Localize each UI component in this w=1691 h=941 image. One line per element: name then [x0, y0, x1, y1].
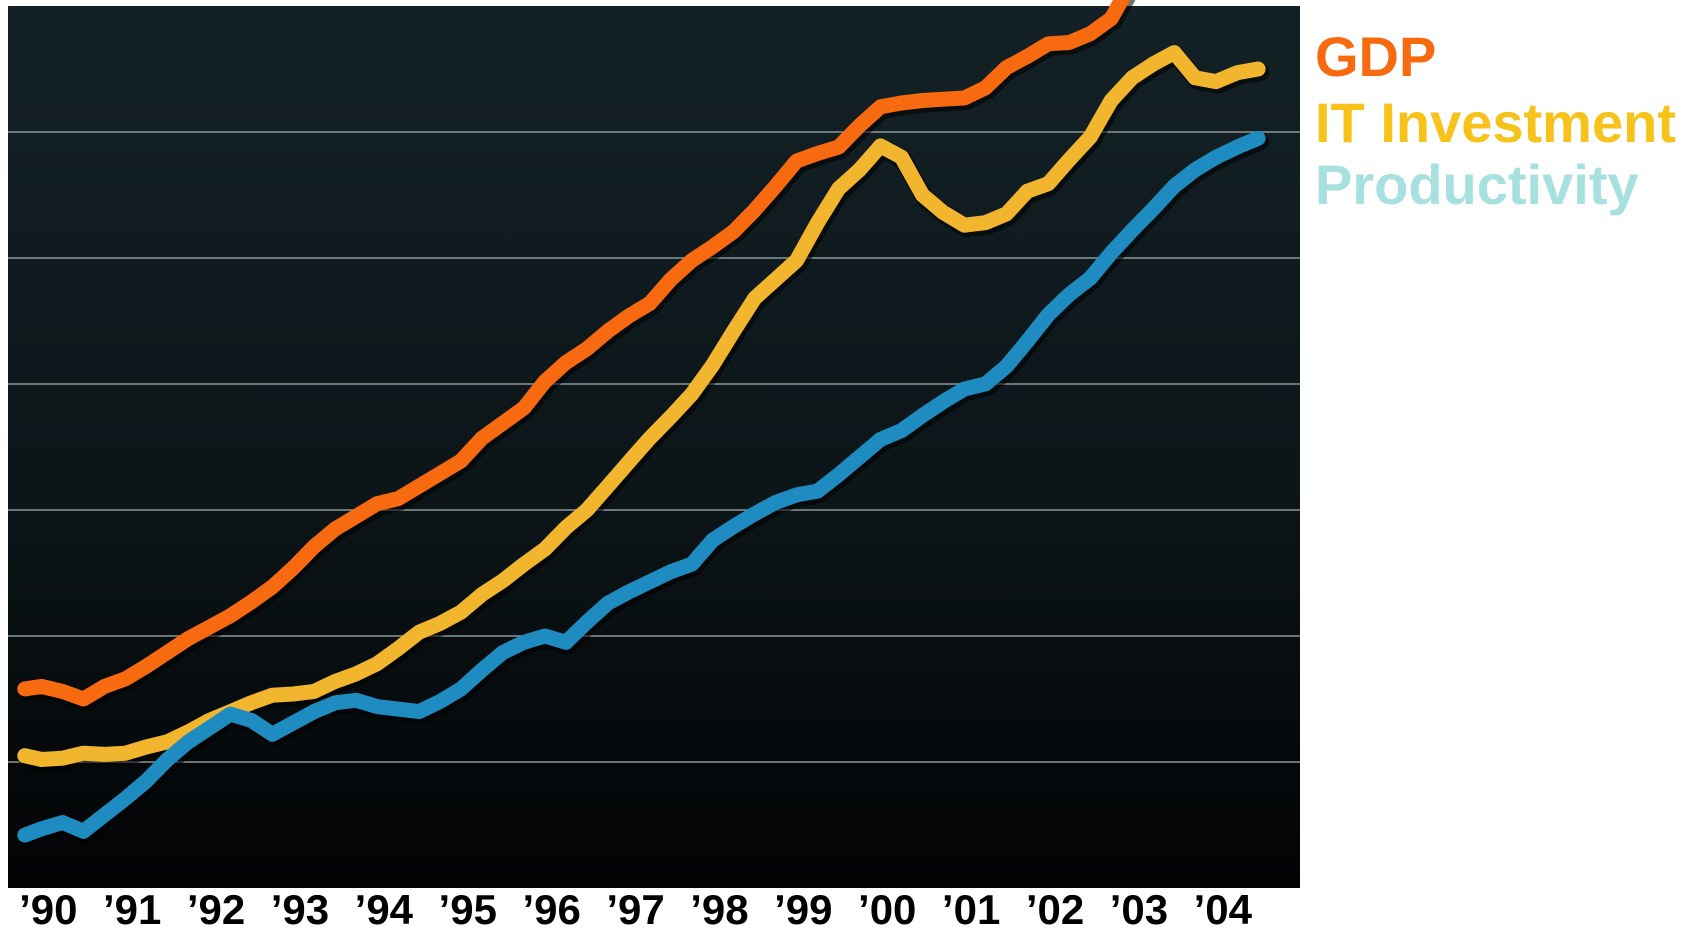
x-tick-label: ’03: [1110, 886, 1168, 933]
x-tick-label: ’90: [19, 886, 77, 933]
x-tick-label: ’96: [522, 886, 580, 933]
legend: GDP IT Investment Productivity: [1315, 26, 1691, 216]
x-tick-label: ’98: [690, 886, 748, 933]
x-tick-label: ’00: [858, 886, 916, 933]
series-line-productivity: [17, 130, 1266, 843]
x-tick-label: ’04: [1194, 886, 1253, 933]
x-tick-label: ’94: [355, 886, 414, 933]
legend-item-gdp: GDP: [1315, 25, 1437, 88]
x-tick-label: ’97: [606, 886, 664, 933]
x-tick-label: ’01: [942, 886, 1000, 933]
series-line-gdp: [17, 0, 1131, 707]
series-layer: [17, 0, 1270, 848]
x-axis-tick-labels: ’90 ’91 ’92 ’93 ’94 ’95 ’96 ’97 ’98 ’99 ’00 ’01 ’02 ’…: [19, 886, 1253, 933]
x-tick-label: ’99: [774, 886, 832, 933]
line-chart: ’90 ’91 ’92 ’93 ’94 ’95 ’96 ’97 ’98 ’99 ’00 ’01 ’02 ’…: [8, 0, 1300, 933]
x-tick-label: ’95: [439, 886, 497, 933]
x-tick-label: ’02: [1026, 886, 1084, 933]
legend-item-it-investment: IT Investment: [1315, 91, 1676, 154]
x-tick-label: ’93: [271, 886, 329, 933]
legend-item-productivity: Productivity: [1315, 153, 1639, 216]
x-tick-label: ’91: [103, 886, 161, 933]
x-tick-label: ’92: [187, 886, 245, 933]
